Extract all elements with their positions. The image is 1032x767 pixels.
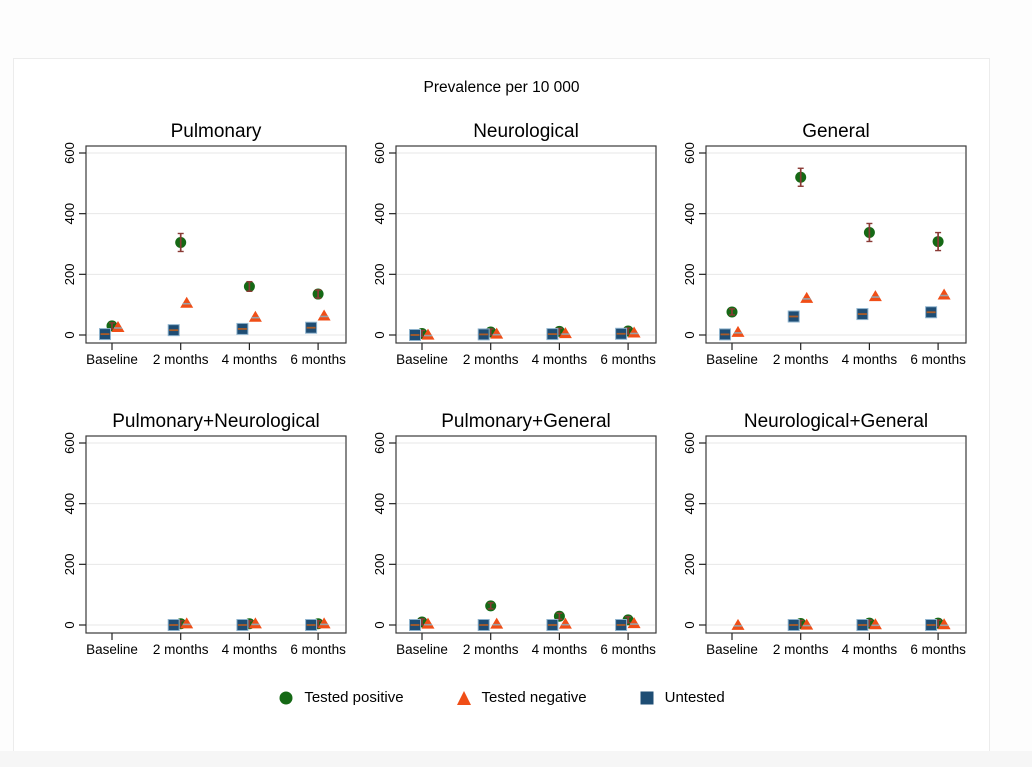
legend-label: Tested negative: [481, 689, 587, 706]
x-tick-label: 6 months: [910, 642, 966, 657]
y-tick-label: 200: [372, 553, 387, 575]
circle-icon: [279, 691, 293, 704]
x-tick-label: 6 months: [600, 642, 656, 657]
x-tick-label: 6 months: [600, 352, 656, 367]
panel-general: General 0 200 400 600 Baseline 2 months 4 month…: [682, 121, 967, 367]
figure-card: Prevalence per 10 000 Neurological+Gener…: [13, 58, 990, 752]
y-tick-label: 600: [682, 142, 697, 164]
x-tick-label: 2 months: [463, 352, 519, 367]
legend-item-tested-negative: Tested negative: [456, 689, 587, 706]
panel-markers: [409, 600, 641, 631]
panel-markers: [731, 617, 951, 631]
panel-pulmonary-general: Pulmonary+General 0 200 400 600 Baseline 2 mon…: [372, 411, 657, 657]
x-tick-label: 6 months: [290, 352, 346, 367]
y-tick-label: 600: [372, 142, 387, 164]
panel-pulmonary-neurological: Pulmonary+Neurological 0 200 400 600 Baseline…: [62, 411, 347, 657]
y-tick-label: 400: [372, 203, 387, 225]
x-tick-label: 6 months: [290, 642, 346, 657]
panel-title: Pulmonary: [171, 121, 262, 142]
y-tick-label: 0: [62, 331, 77, 338]
panel-title: Neurological+General: [744, 411, 928, 432]
x-tick-label: 4 months: [842, 352, 898, 367]
y-tick-label: 200: [682, 263, 697, 285]
y-tick-label: 0: [62, 621, 77, 628]
y-tick-label: 400: [682, 493, 697, 515]
panel-title: Neurological: [473, 121, 579, 142]
panel-pulmonary: Pulmonary 0 200 400 600 Baseline 2 months 4 mon…: [62, 121, 347, 367]
y-tick-label: 600: [682, 432, 697, 454]
y-tick-label: 0: [372, 621, 387, 628]
panel-title: General: [802, 121, 870, 142]
legend-label: Tested positive: [304, 689, 404, 706]
x-tick-label: 4 months: [222, 642, 278, 657]
x-tick-label: Baseline: [396, 642, 448, 657]
panel-neurological: Neurological 0 200 400 600 Baseline 2 months 4 …: [372, 121, 657, 367]
page-bottom-strip: [0, 751, 1032, 767]
x-tick-label: 4 months: [532, 642, 588, 657]
y-tick-label: 0: [682, 621, 697, 628]
x-tick-label: 6 months: [910, 352, 966, 367]
chart-title: Prevalence per 10 000: [423, 79, 580, 96]
panel-markers: [167, 617, 331, 631]
x-tick-label: Baseline: [706, 352, 758, 367]
y-tick-label: 200: [682, 553, 697, 575]
legend-item-tested-positive: Tested positive: [278, 689, 404, 706]
x-tick-label: 2 months: [463, 642, 519, 657]
legend-label: Untested: [664, 689, 725, 706]
x-tick-label: Baseline: [396, 352, 448, 367]
y-tick-label: 600: [62, 432, 77, 454]
panel-title: Pulmonary+Neurological: [112, 411, 320, 432]
panel-markers: [409, 325, 641, 341]
x-tick-label: Baseline: [706, 642, 758, 657]
panel-markers: [99, 232, 331, 341]
y-tick-label: 400: [682, 203, 697, 225]
y-tick-label: 200: [62, 553, 77, 575]
y-tick-label: 200: [372, 263, 387, 285]
panel-markers: [719, 167, 951, 341]
panel-neurological-general: Neurological+General 0 200 400 600 Baseline 2 …: [682, 411, 967, 657]
triangle-icon: [456, 690, 471, 705]
x-tick-label: 2 months: [773, 352, 829, 367]
y-tick-label: 400: [62, 493, 77, 515]
x-tick-label: Baseline: [86, 642, 138, 657]
y-tick-label: 400: [372, 493, 387, 515]
y-tick-label: 200: [62, 263, 77, 285]
x-tick-label: 4 months: [532, 352, 588, 367]
legend-item-untested: Untested: [639, 689, 725, 706]
x-tick-label: 2 months: [773, 642, 829, 657]
y-tick-label: 400: [62, 203, 77, 225]
x-tick-label: 4 months: [842, 642, 898, 657]
y-tick-label: 600: [62, 142, 77, 164]
square-icon: [640, 691, 654, 704]
x-tick-label: 2 months: [153, 352, 209, 367]
x-tick-label: 2 months: [153, 642, 209, 657]
y-tick-label: 0: [682, 331, 697, 338]
x-tick-label: Baseline: [86, 352, 138, 367]
y-tick-label: 600: [372, 432, 387, 454]
x-tick-label: 4 months: [222, 352, 278, 367]
y-tick-label: 0: [372, 331, 387, 338]
chart-legend: Tested positive Tested negative Untested: [14, 689, 989, 706]
panel-title: Pulmonary+General: [441, 411, 611, 432]
